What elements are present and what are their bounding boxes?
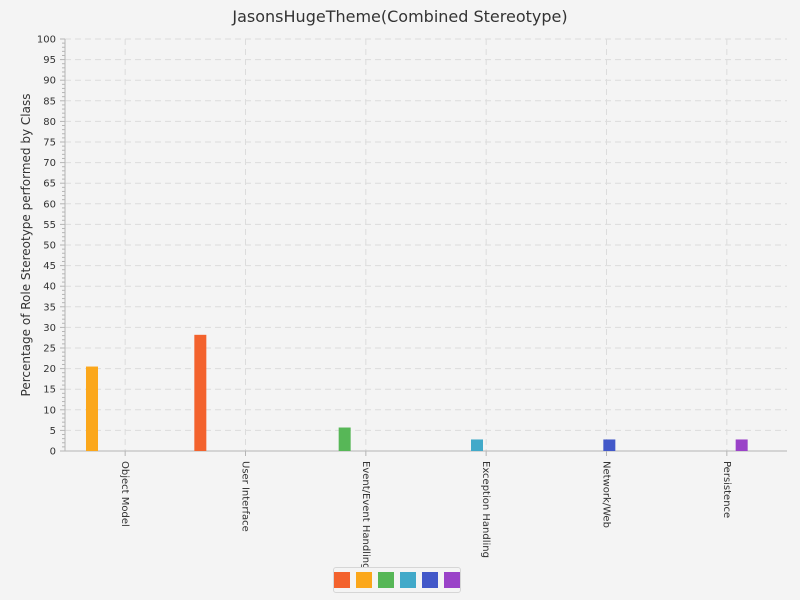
y-tick-label: 30 xyxy=(43,323,56,334)
y-tick-label: 100 xyxy=(37,35,56,46)
y-tick-label: 70 xyxy=(43,158,56,169)
y-tick-label: 35 xyxy=(43,302,56,313)
legend-swatch xyxy=(400,572,416,588)
x-tick-label: Network/Web xyxy=(601,461,612,528)
y-tick-label: 65 xyxy=(43,179,56,190)
bar xyxy=(194,334,207,451)
y-tick-label: 0 xyxy=(50,447,56,458)
legend-swatch xyxy=(422,572,438,588)
bar xyxy=(735,439,748,451)
y-tick-label: 95 xyxy=(43,55,56,66)
chart-title: JasonsHugeTheme(Combined Stereotype) xyxy=(232,7,568,26)
x-tick-label: Event/Event Handling xyxy=(360,461,371,569)
legend-swatch xyxy=(356,572,372,588)
y-tick-label: 80 xyxy=(43,117,56,128)
legend-swatch xyxy=(378,572,394,588)
x-tick-label: Exception Handling xyxy=(480,461,491,558)
y-tick-label: 75 xyxy=(43,138,56,149)
y-tick-label: 25 xyxy=(43,344,56,355)
x-tick-label: Persistence xyxy=(721,461,732,518)
y-tick-label: 85 xyxy=(43,96,56,107)
bar xyxy=(471,439,483,451)
legend-swatch xyxy=(334,572,350,588)
x-tick-label: User Interface xyxy=(240,461,251,532)
y-tick-label: 50 xyxy=(43,241,56,252)
y-tick-label: 15 xyxy=(43,385,56,396)
y-tick-label: 90 xyxy=(43,76,56,87)
x-tick-label: Object Model xyxy=(119,461,130,527)
legend xyxy=(333,567,461,593)
bar xyxy=(603,439,616,451)
y-tick-label: 55 xyxy=(43,220,56,231)
legend-swatch xyxy=(444,572,460,588)
y-tick-label: 40 xyxy=(43,282,56,293)
y-tick-label: 60 xyxy=(43,199,56,210)
y-tick-label: 20 xyxy=(43,364,56,375)
y-tick-label: 10 xyxy=(43,405,56,416)
bar xyxy=(338,427,351,451)
y-tick-label: 45 xyxy=(43,261,56,272)
y-tick-label: 5 xyxy=(50,426,56,437)
bar xyxy=(86,366,98,451)
